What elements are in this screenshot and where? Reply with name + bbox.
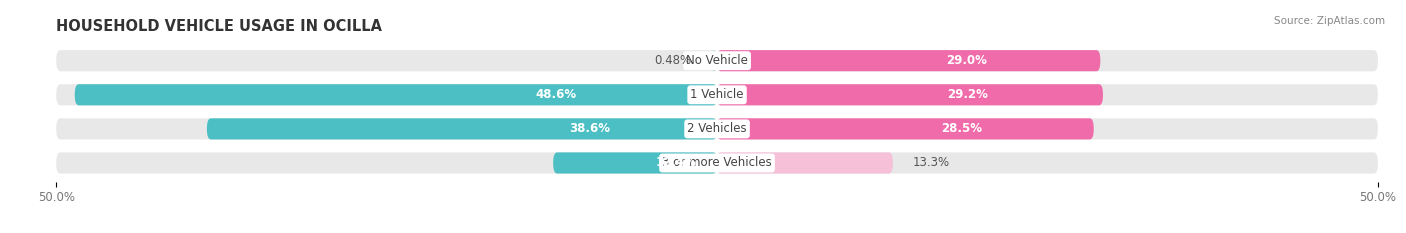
Text: 3 or more Vehicles: 3 or more Vehicles xyxy=(662,157,772,169)
FancyBboxPatch shape xyxy=(56,50,1378,71)
Text: Source: ZipAtlas.com: Source: ZipAtlas.com xyxy=(1274,16,1385,26)
Text: No Vehicle: No Vehicle xyxy=(686,54,748,67)
FancyBboxPatch shape xyxy=(207,118,717,140)
Text: 2 Vehicles: 2 Vehicles xyxy=(688,122,747,135)
FancyBboxPatch shape xyxy=(553,152,717,174)
Text: HOUSEHOLD VEHICLE USAGE IN OCILLA: HOUSEHOLD VEHICLE USAGE IN OCILLA xyxy=(56,19,382,34)
FancyBboxPatch shape xyxy=(56,118,1378,140)
Text: 0.48%: 0.48% xyxy=(654,54,690,67)
FancyBboxPatch shape xyxy=(717,152,893,174)
FancyBboxPatch shape xyxy=(717,118,1094,140)
FancyBboxPatch shape xyxy=(717,84,1102,105)
Text: 13.3%: 13.3% xyxy=(912,157,950,169)
Text: 28.5%: 28.5% xyxy=(942,122,983,135)
Text: 1 Vehicle: 1 Vehicle xyxy=(690,88,744,101)
FancyBboxPatch shape xyxy=(56,152,1378,174)
FancyBboxPatch shape xyxy=(710,50,717,71)
Text: 48.6%: 48.6% xyxy=(536,88,576,101)
FancyBboxPatch shape xyxy=(717,50,1101,71)
FancyBboxPatch shape xyxy=(56,84,1378,105)
Text: 29.2%: 29.2% xyxy=(948,88,988,101)
Text: 12.4%: 12.4% xyxy=(655,157,696,169)
FancyBboxPatch shape xyxy=(75,84,717,105)
Text: 29.0%: 29.0% xyxy=(946,54,987,67)
Text: 38.6%: 38.6% xyxy=(569,122,610,135)
